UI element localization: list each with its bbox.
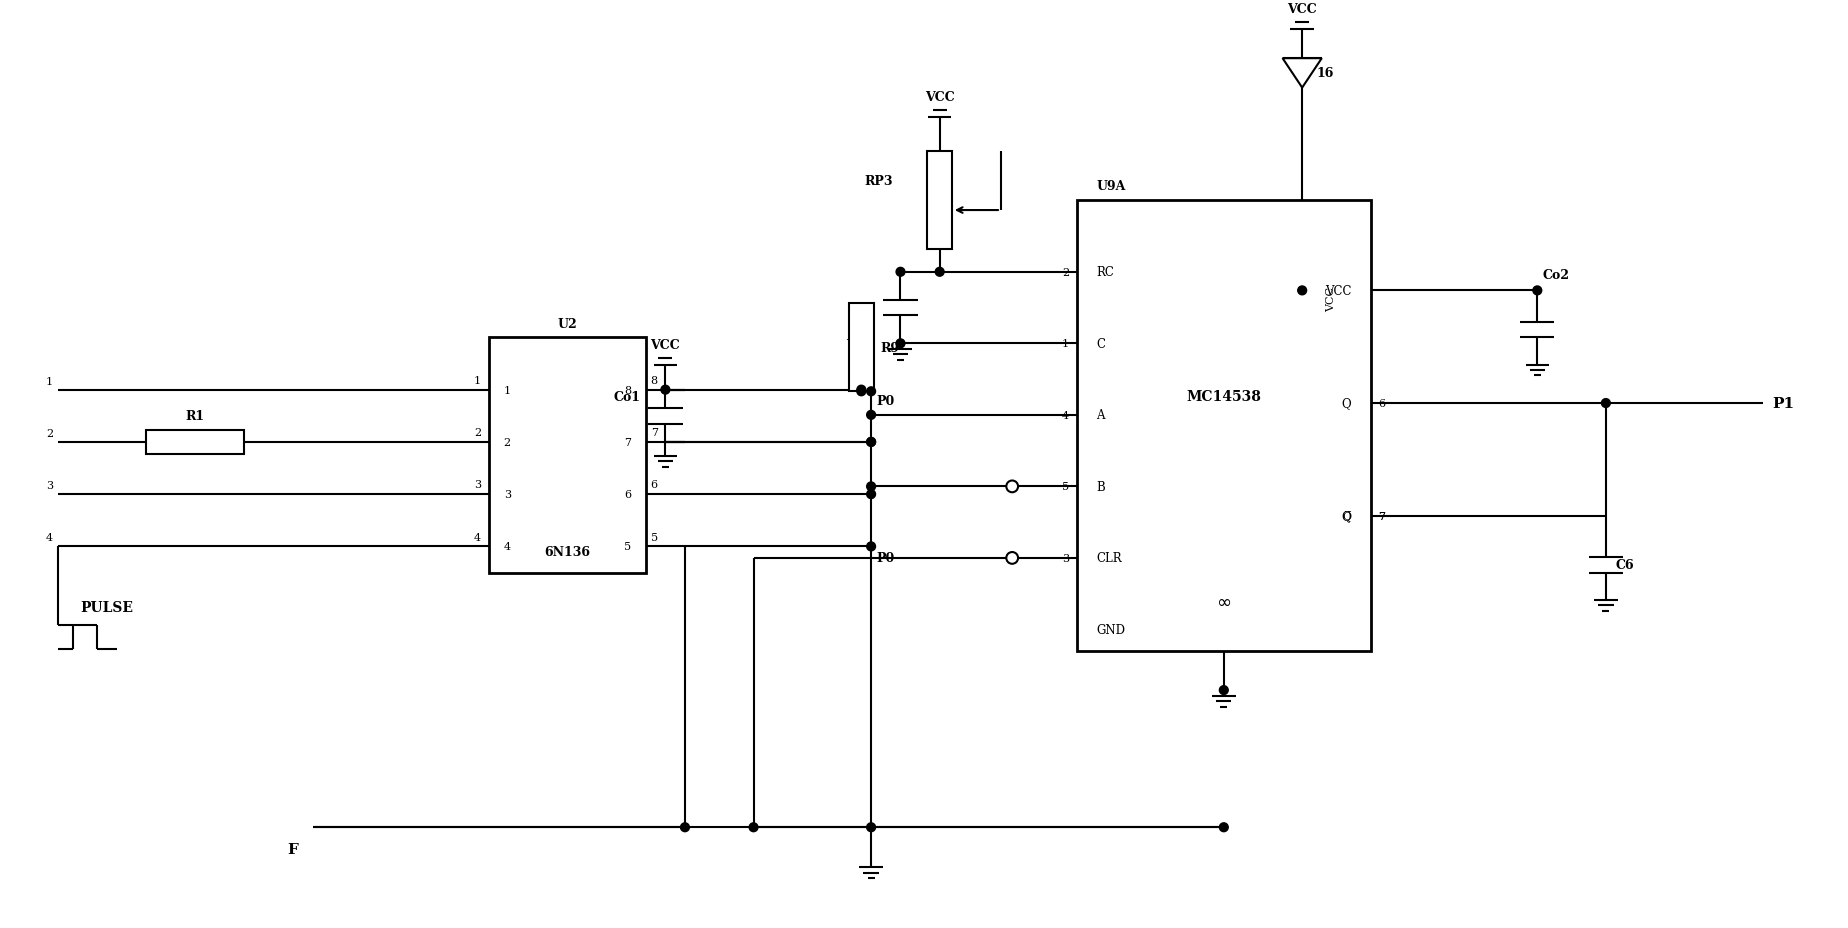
Text: 1: 1 xyxy=(1061,339,1068,349)
Bar xyxy=(1076,201,1369,651)
Text: 6: 6 xyxy=(1379,399,1384,408)
Circle shape xyxy=(1005,481,1018,493)
Text: 7: 7 xyxy=(1379,511,1384,522)
Text: 7: 7 xyxy=(650,428,658,437)
Text: Q̅: Q̅ xyxy=(1342,509,1351,522)
Text: 3: 3 xyxy=(503,490,510,499)
Text: GND: GND xyxy=(1096,624,1125,637)
Text: 1: 1 xyxy=(473,375,480,385)
Polygon shape xyxy=(1283,59,1321,88)
Circle shape xyxy=(1600,399,1610,408)
Text: 8: 8 xyxy=(623,385,630,395)
Circle shape xyxy=(856,388,865,396)
Text: R9: R9 xyxy=(880,342,900,354)
Text: 2: 2 xyxy=(473,428,480,437)
Text: C: C xyxy=(1096,338,1105,351)
Text: VCC: VCC xyxy=(1286,3,1316,16)
Circle shape xyxy=(896,340,904,348)
Text: U9A: U9A xyxy=(1096,180,1125,193)
Circle shape xyxy=(1005,552,1018,564)
Text: 6: 6 xyxy=(623,490,630,499)
Text: 2: 2 xyxy=(503,437,510,447)
Text: VCC: VCC xyxy=(1323,285,1351,298)
Text: U2: U2 xyxy=(558,317,577,330)
Circle shape xyxy=(867,823,876,831)
Text: VCC: VCC xyxy=(650,339,680,352)
Text: Co1: Co1 xyxy=(614,391,639,404)
Circle shape xyxy=(660,386,669,394)
Text: 2: 2 xyxy=(1061,267,1068,277)
Circle shape xyxy=(680,823,689,831)
Text: 5: 5 xyxy=(623,542,630,552)
Circle shape xyxy=(896,268,904,277)
Text: 3: 3 xyxy=(473,480,480,490)
Text: VCC: VCC xyxy=(924,91,954,104)
Text: MC14538: MC14538 xyxy=(1186,390,1260,404)
Text: F: F xyxy=(288,842,298,856)
Text: 1: 1 xyxy=(503,385,510,395)
Bar xyxy=(146,431,244,455)
Text: Q: Q xyxy=(1342,397,1351,410)
Circle shape xyxy=(748,823,758,831)
Text: VCC: VCC xyxy=(846,339,876,352)
Text: A: A xyxy=(1096,409,1105,422)
Bar xyxy=(488,338,645,573)
Text: 16: 16 xyxy=(1316,68,1334,81)
Text: 2: 2 xyxy=(46,429,54,439)
Text: P1: P1 xyxy=(1772,396,1794,410)
Text: 4: 4 xyxy=(46,533,54,543)
Text: 4: 4 xyxy=(503,542,510,552)
Text: 6N136: 6N136 xyxy=(543,546,590,559)
Circle shape xyxy=(1218,686,1227,695)
Circle shape xyxy=(1532,287,1541,295)
Circle shape xyxy=(1297,287,1307,295)
Text: ∞: ∞ xyxy=(1216,593,1231,612)
Text: 5: 5 xyxy=(1061,482,1068,492)
Circle shape xyxy=(935,268,944,277)
Circle shape xyxy=(867,388,876,396)
Text: 3: 3 xyxy=(1061,553,1068,563)
Text: 6: 6 xyxy=(650,480,658,490)
Text: 4: 4 xyxy=(473,532,480,542)
Text: 7: 7 xyxy=(625,437,630,447)
Circle shape xyxy=(1218,823,1227,831)
Text: C6: C6 xyxy=(1615,559,1634,572)
Text: Co2: Co2 xyxy=(1541,268,1569,281)
Text: VCC: VCC xyxy=(1325,287,1336,312)
Text: 5: 5 xyxy=(650,532,658,542)
Text: P0: P0 xyxy=(876,552,894,565)
Text: 7: 7 xyxy=(1379,511,1384,522)
Text: R1: R1 xyxy=(185,409,205,422)
Text: 4: 4 xyxy=(1061,410,1068,420)
Text: 1: 1 xyxy=(46,377,54,386)
Text: C3: C3 xyxy=(854,302,872,315)
Text: RP3: RP3 xyxy=(865,175,893,188)
Bar xyxy=(928,152,952,250)
Text: RC: RC xyxy=(1096,266,1114,279)
Text: Q̅: Q̅ xyxy=(1342,510,1351,522)
Text: B: B xyxy=(1096,481,1105,494)
Circle shape xyxy=(867,542,876,551)
Circle shape xyxy=(867,438,876,447)
Text: PULSE: PULSE xyxy=(81,600,133,614)
Circle shape xyxy=(867,483,876,491)
Circle shape xyxy=(867,438,876,447)
Bar xyxy=(848,303,872,392)
Circle shape xyxy=(856,386,865,394)
Text: 8: 8 xyxy=(650,375,658,385)
Circle shape xyxy=(867,411,876,419)
Text: 3: 3 xyxy=(46,481,54,491)
Circle shape xyxy=(867,490,876,499)
Text: CLR: CLR xyxy=(1096,552,1122,565)
Text: P0: P0 xyxy=(876,394,894,407)
